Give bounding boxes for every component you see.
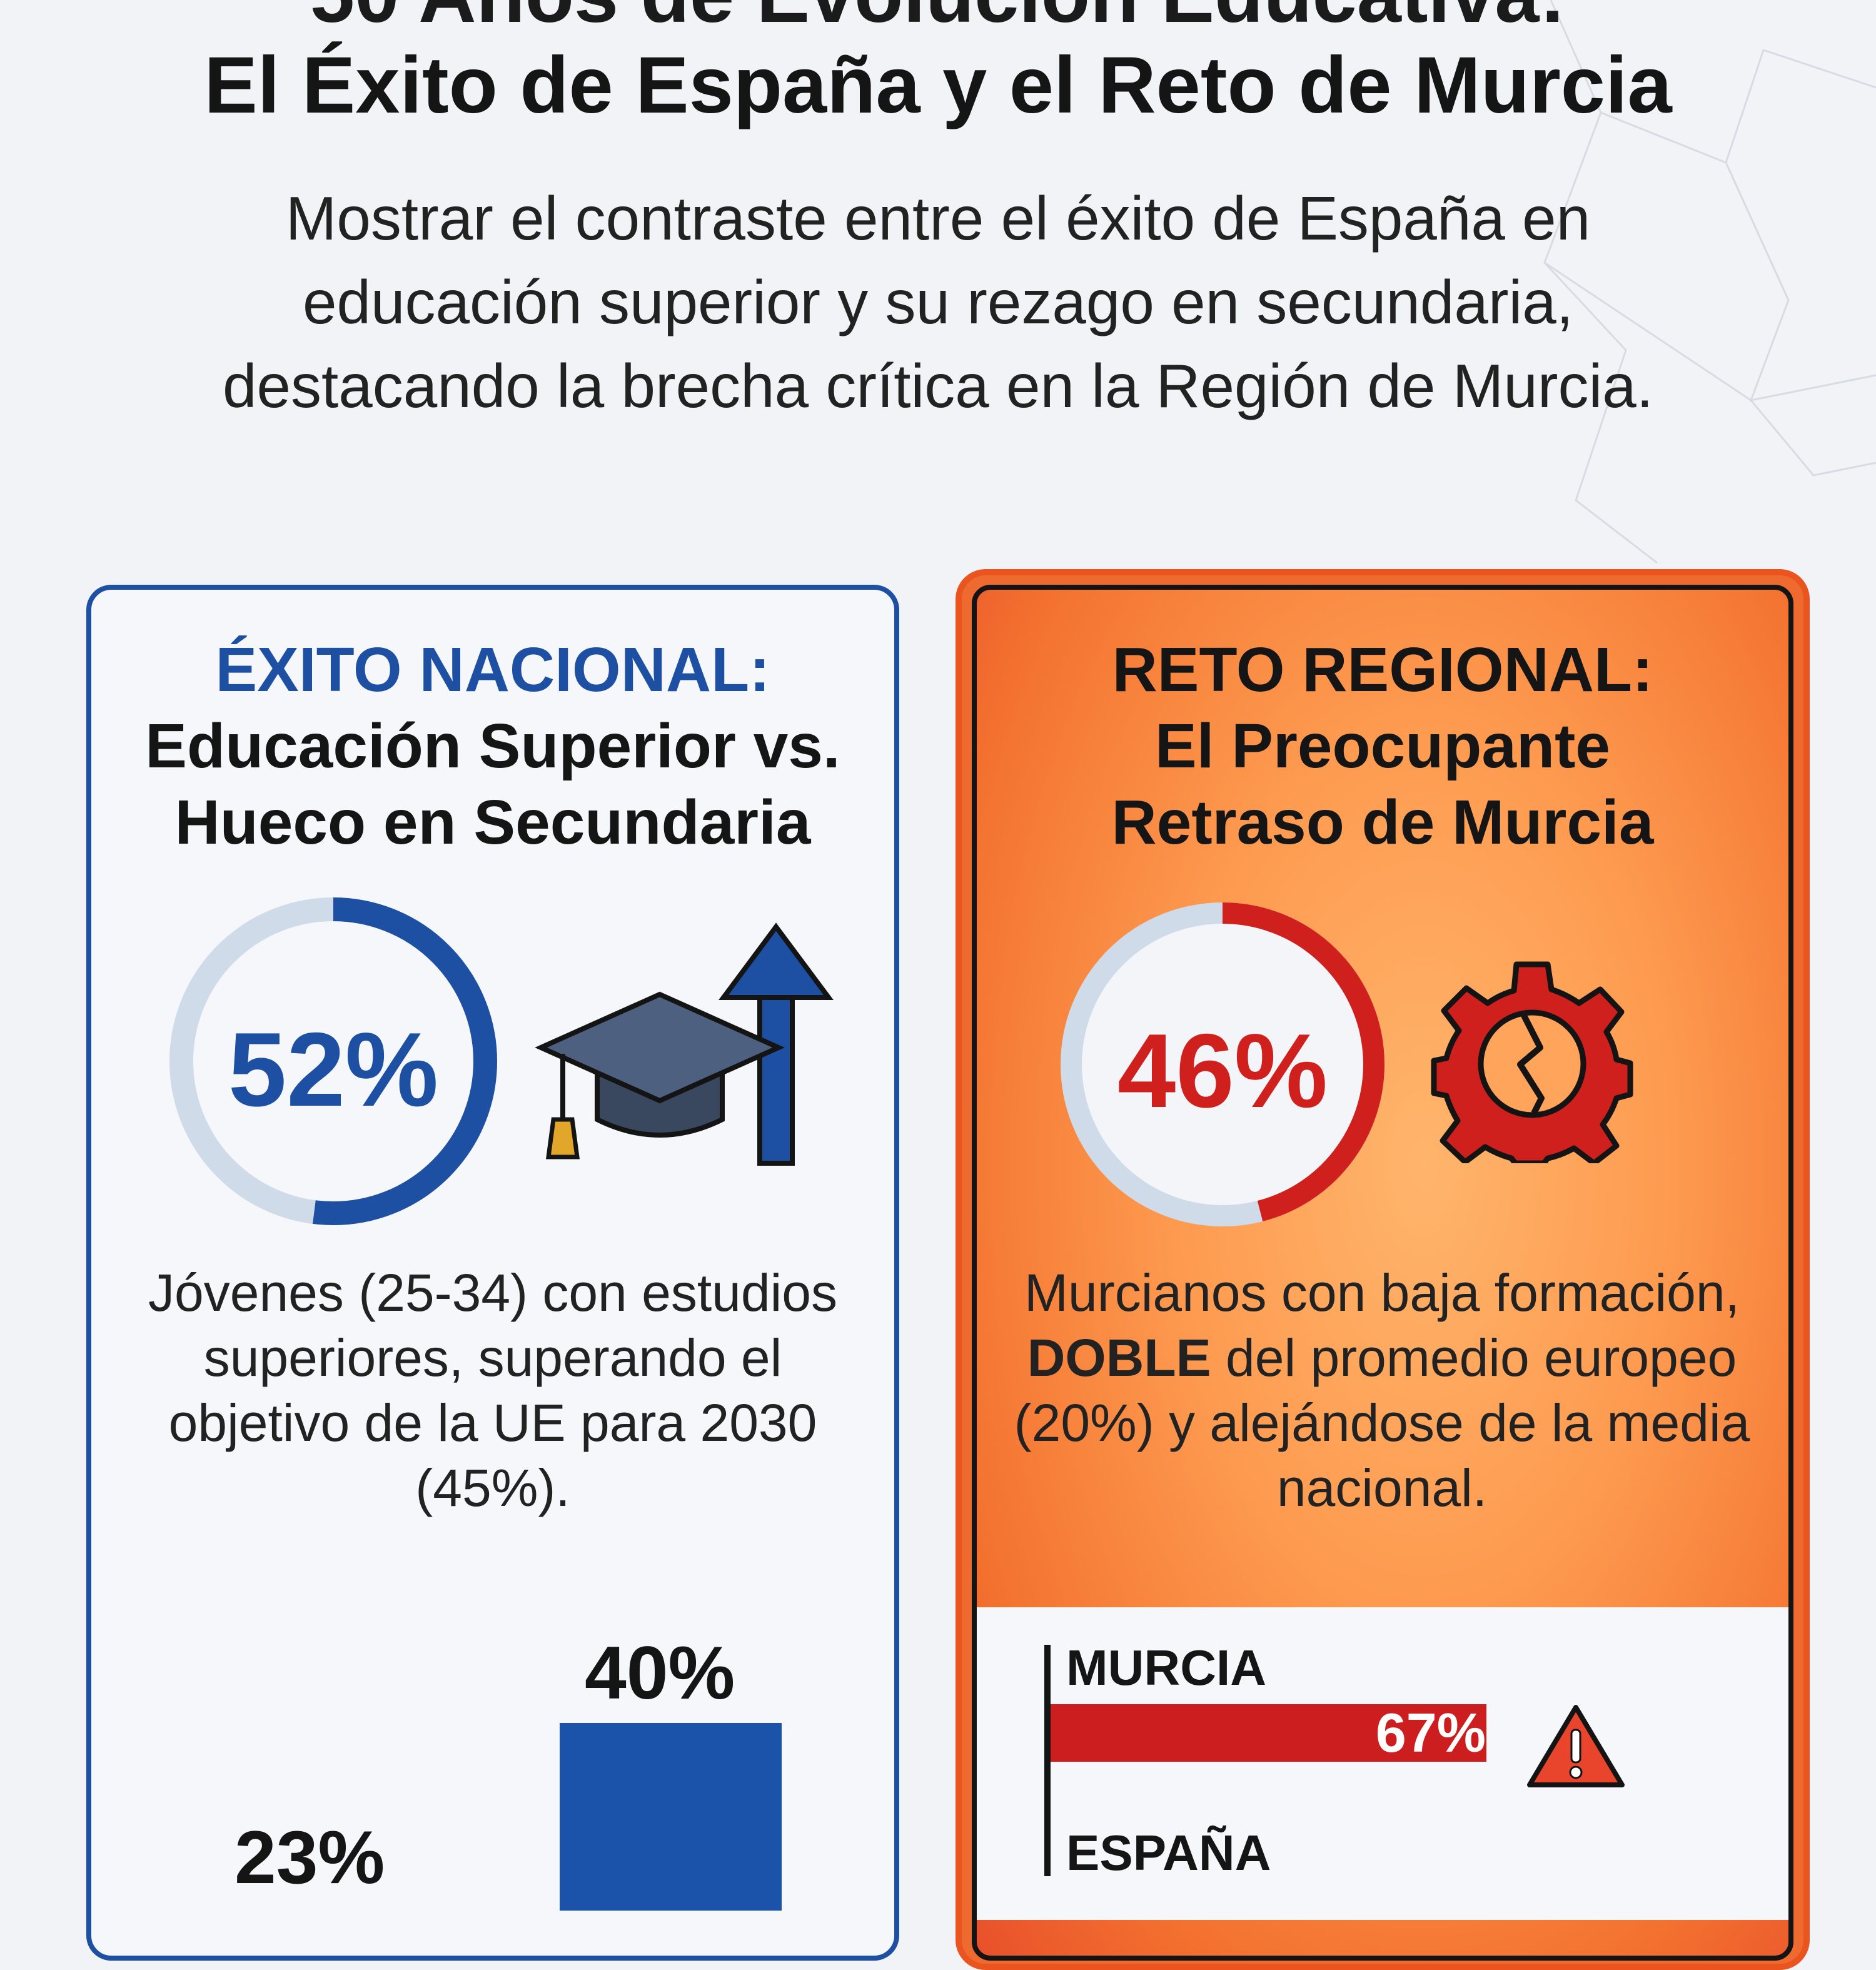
regional-description-pre: Murcianos con baja formación, bbox=[1024, 1263, 1740, 1322]
broken-gear-icon bbox=[1431, 961, 1633, 1163]
page-title: El Éxito de España y el Reto de Murcia bbox=[204, 41, 1672, 130]
regional-heading-accent: RETO REGIONAL: bbox=[1112, 635, 1653, 705]
murcia-bar bbox=[1051, 1704, 1486, 1762]
regional-bar-axis bbox=[1044, 1645, 1051, 1876]
regional-heading-line1: El Preocupante bbox=[1155, 711, 1610, 781]
regional-ring-fill bbox=[1061, 902, 1384, 1226]
national-heading-accent: ÉXITO NACIONAL: bbox=[215, 635, 770, 705]
national-bar-2 bbox=[560, 1723, 782, 1911]
national-bar-label-2: 40% bbox=[585, 1631, 735, 1715]
murcia-bar-value: 67% bbox=[1375, 1702, 1486, 1764]
national-ring-fill bbox=[169, 897, 497, 1225]
page-subtitle: Mostrar el contraste entre el éxito de E… bbox=[223, 184, 1653, 420]
national-progress-ring bbox=[169, 897, 497, 1225]
regional-bars-area bbox=[977, 1607, 1788, 1920]
regional-description-post: del promedio europeo (20%) y alejándose … bbox=[1014, 1328, 1750, 1517]
murcia-label: MURCIA bbox=[1066, 1640, 1266, 1695]
national-ring-value: 52% bbox=[228, 1011, 439, 1128]
background-network-lines bbox=[1543, 0, 1876, 564]
regional-progress-ring bbox=[1061, 902, 1384, 1226]
page-title-top-line: 50 Años de Evolución Educativa: bbox=[0, 0, 1876, 39]
regional-description: Murcianos con baja formación, DOBLE del … bbox=[1013, 1260, 1751, 1520]
national-bar-label-1: 23% bbox=[234, 1816, 385, 1899]
national-description: Jóvenes (25-34) con estudios superiores,… bbox=[148, 1263, 837, 1517]
regional-ring-center bbox=[1071, 913, 1374, 1216]
regional-heading-line2: Retraso de Murcia bbox=[1111, 787, 1654, 857]
espana-label: ESPAÑA bbox=[1066, 1825, 1271, 1881]
national-heading-line2: Hueco en Secundaria bbox=[174, 787, 811, 857]
national-heading-line1: Educación Superior vs. bbox=[145, 711, 840, 781]
graduation-cap-arrow-up-icon bbox=[535, 922, 834, 1166]
regional-description-bold: DOBLE bbox=[1027, 1328, 1211, 1387]
regional-ring-value: 46% bbox=[1117, 1012, 1328, 1129]
warning-triangle-icon bbox=[1527, 1705, 1625, 1787]
